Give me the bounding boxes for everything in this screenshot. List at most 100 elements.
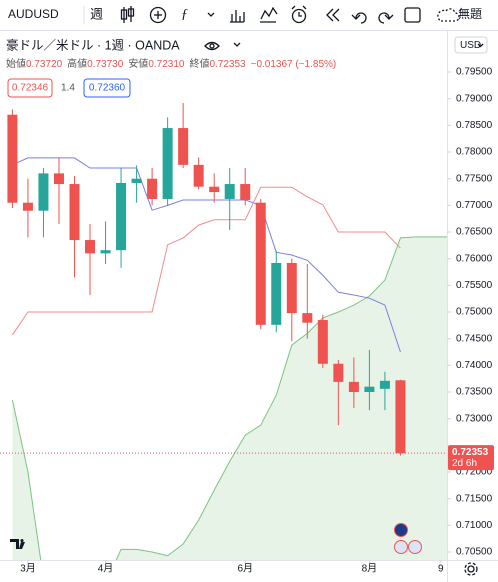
last-price-label: 0.72353 xyxy=(452,447,489,458)
logo-shape xyxy=(10,539,25,549)
candle-body xyxy=(131,178,142,183)
ohlc-label: 始値 xyxy=(6,57,26,70)
bars-icon[interactable] xyxy=(230,10,245,23)
currency[interactable]: USD xyxy=(460,40,481,51)
cloud-icon[interactable] xyxy=(437,8,460,22)
y-tick-label: 0.76000 xyxy=(456,253,493,264)
candle-body xyxy=(147,178,158,199)
x-tick-label: 8月 xyxy=(362,563,378,575)
toolbar-bg xyxy=(0,0,498,31)
indicator-line xyxy=(12,157,401,353)
legend: 豪ドル／米ドル · 1週 · OANDA 始値0.73720 高値0.73730 安… xyxy=(6,37,336,98)
legend-title: 豪ドル／米ドル · 1週 · OANDA xyxy=(6,37,180,52)
collapse-icon[interactable] xyxy=(233,42,241,47)
bid-box[interactable] xyxy=(7,78,53,98)
candle-body xyxy=(255,202,266,325)
y-tick-label: 0.73000 xyxy=(456,413,493,424)
candle-body xyxy=(209,186,220,193)
cloud-fill xyxy=(12,236,447,560)
replay-icon[interactable] xyxy=(326,8,340,22)
candle-body xyxy=(69,184,80,241)
candle-body xyxy=(364,386,375,393)
x-tick-label: 9 xyxy=(438,564,444,575)
candle-body xyxy=(240,184,251,201)
layout-name[interactable]: 無題 xyxy=(458,6,482,21)
y-tick-label: 0.77000 xyxy=(456,200,493,211)
ask-box[interactable] xyxy=(83,78,131,98)
candle-body xyxy=(38,173,49,211)
candle-body xyxy=(302,313,313,323)
bid: 0.72346 xyxy=(12,83,49,94)
ohlc-value: 0.73720 xyxy=(26,59,63,70)
candle-body xyxy=(348,381,359,393)
change: −0.01367 (−1.85%) xyxy=(251,59,337,70)
y-tick-label: 0.79000 xyxy=(456,93,493,104)
event-flag[interactable] xyxy=(408,540,422,554)
alert-icon[interactable] xyxy=(291,5,307,24)
ohlc: 始値0.73720 高値0.73730 安値0.72310 終値0.72353 −0.0… xyxy=(6,57,336,70)
candle-body xyxy=(317,320,328,364)
indicator-line xyxy=(12,186,401,336)
spread: 1.4 xyxy=(61,83,75,94)
last-price-tag xyxy=(448,445,494,471)
candle-body xyxy=(116,182,127,251)
event-icons xyxy=(394,523,422,554)
candle-body xyxy=(162,128,173,199)
plot xyxy=(0,102,447,560)
y-tick-label: 0.74500 xyxy=(456,333,493,344)
y-tick-label: 0.78000 xyxy=(456,147,493,158)
ohlc-value: 0.72310 xyxy=(148,59,185,70)
symbol[interactable]: AUDUSD xyxy=(8,7,59,21)
eye-icon[interactable] xyxy=(204,41,220,51)
y-tick-label: 0.71500 xyxy=(456,493,493,504)
candle-style-icon[interactable] xyxy=(120,6,135,23)
candle-body xyxy=(271,262,282,325)
candle-body xyxy=(333,363,344,382)
y-tick-label: 0.76500 xyxy=(456,227,493,238)
ohlc-label: 安値 xyxy=(128,57,148,70)
redo-icon[interactable] xyxy=(378,12,394,24)
event-flag[interactable] xyxy=(394,523,408,537)
price-axis: USD 0.79500 0.79000 0.78500 0.78000 0.77500 0… xyxy=(0,31,498,582)
candle-body xyxy=(395,380,406,454)
candle-body xyxy=(379,380,390,389)
candle-body xyxy=(178,128,189,165)
interval[interactable]: 週 xyxy=(90,6,103,21)
settings-icon[interactable] xyxy=(464,562,478,576)
x-tick-label: 3月 xyxy=(20,563,36,575)
y-tick-label: 0.77500 xyxy=(456,173,493,184)
y-tick-label: 0.72000 xyxy=(456,467,493,478)
currency-dropdown xyxy=(477,43,484,48)
candle-body xyxy=(100,250,111,254)
candle-body xyxy=(286,262,297,314)
undo-icon[interactable] xyxy=(351,12,367,24)
y-tick-label: 0.74000 xyxy=(456,360,493,371)
y-tick-label: 0.78500 xyxy=(456,120,493,131)
fx-icon[interactable]: ƒ xyxy=(181,7,188,22)
y-tick-label: 0.71000 xyxy=(456,520,493,531)
cloud-line xyxy=(11,236,447,560)
candle-body xyxy=(22,202,33,211)
ohlc-value: 0.73730 xyxy=(87,59,124,70)
x-tick-label: 6月 xyxy=(237,563,253,575)
y-tick-label: 0.75500 xyxy=(456,280,493,291)
candle-body xyxy=(53,173,64,185)
ohlc-label: 高値 xyxy=(67,57,87,70)
layout-icon[interactable] xyxy=(404,7,421,23)
y-tick-label: 0.79500 xyxy=(456,67,493,78)
ask: 0.72360 xyxy=(89,83,126,94)
indicator-icon[interactable] xyxy=(149,6,167,24)
y-tick-label: 0.73500 xyxy=(456,387,493,398)
compare-icon[interactable] xyxy=(260,6,278,23)
y-tick-label: 0.75000 xyxy=(456,307,493,318)
dropdown-icon[interactable] xyxy=(207,12,215,17)
candle-body xyxy=(193,164,204,187)
event-flag[interactable] xyxy=(394,540,408,554)
ohlc-label: 終値 xyxy=(189,57,209,70)
candle-body xyxy=(7,114,18,203)
countdown: 2d 6h xyxy=(452,458,477,469)
currency-button[interactable] xyxy=(454,36,488,54)
tv-logo xyxy=(10,539,25,549)
candle-body xyxy=(85,240,96,254)
